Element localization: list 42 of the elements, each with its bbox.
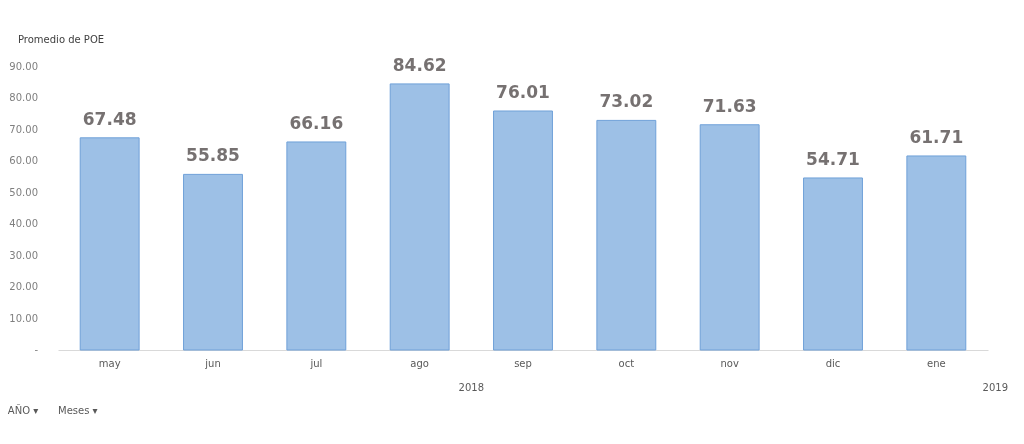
bar [493,110,553,351]
y-tick-label: 50.00 [9,186,38,198]
y-tick-label: - [34,344,39,355]
bar [286,141,347,351]
y-tick-label: 10.00 [9,312,38,324]
bar [906,155,967,351]
y-tick-label: 70.00 [9,123,38,135]
x-tick-label: nov [720,357,739,369]
text: AÑO ▾ [7,404,39,416]
bar [596,119,657,351]
x-tick-label: jul [309,357,323,369]
bar [803,177,863,351]
x-tick-label: dic [825,357,841,369]
x-tick-label: ago [410,357,429,369]
text: Meses ▾ [58,405,98,416]
x-tick-label: sep [514,357,532,369]
bar [183,173,243,351]
data-label: 66.16 [289,112,344,133]
y-tick-label: 30.00 [9,249,38,261]
x-tick-label: may [98,357,121,369]
data-label: 73.02 [599,91,654,112]
y-tick-label: 40.00 [9,218,38,230]
y-tick-label: 80.00 [9,92,38,104]
data-label: 55.85 [186,145,240,166]
bar [389,83,450,351]
y-tick-label: 20.00 [9,281,38,293]
y-tick-label: 60.00 [9,155,38,167]
data-label: 54.71 [806,148,860,169]
x-tick-label: jun [204,357,221,369]
y-tick-label: 90.00 [9,61,38,72]
text: 2019 [982,382,1008,393]
data-label: 76.01 [496,81,550,102]
chart-title: Promedio de POE [18,33,105,45]
data-label: 71.63 [702,95,757,116]
bar [699,124,760,351]
text: 2018 [458,382,485,393]
data-label: 61.71 [909,126,964,147]
x-tick-label: oct [618,357,635,369]
data-label: 84.62 [392,54,447,75]
data-label: 67.48 [82,108,137,129]
x-tick-label: ene [927,357,946,369]
bar [79,137,140,351]
